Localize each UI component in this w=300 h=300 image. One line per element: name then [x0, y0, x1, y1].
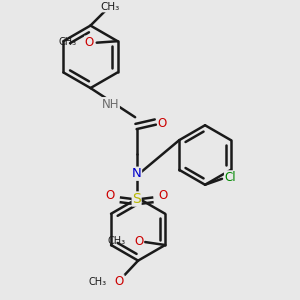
- Text: O: O: [159, 189, 168, 202]
- Text: O: O: [105, 189, 115, 202]
- Text: CH₃: CH₃: [88, 277, 106, 287]
- Text: CH₃: CH₃: [108, 236, 126, 245]
- Text: O: O: [115, 275, 124, 288]
- Text: S: S: [132, 192, 141, 206]
- Text: O: O: [134, 235, 144, 248]
- Text: NH: NH: [102, 98, 119, 111]
- Text: O: O: [158, 117, 167, 130]
- Text: CH₃: CH₃: [59, 37, 77, 47]
- Text: Cl: Cl: [224, 171, 236, 184]
- Text: CH₃: CH₃: [101, 2, 120, 12]
- Text: O: O: [85, 36, 94, 49]
- Text: N: N: [132, 167, 142, 180]
